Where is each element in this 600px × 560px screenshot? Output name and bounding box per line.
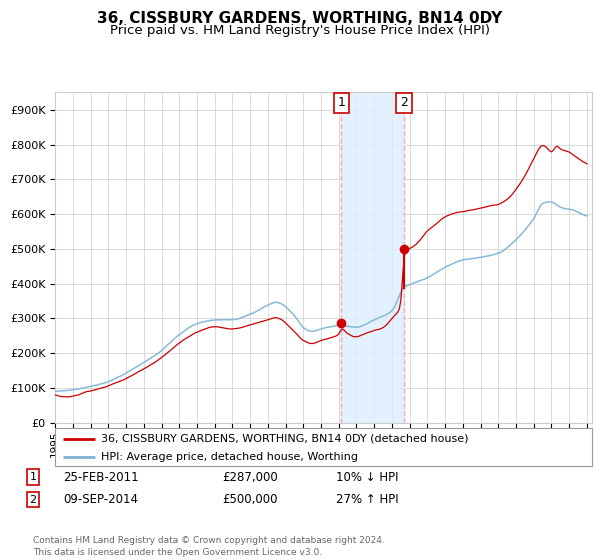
Text: £287,000: £287,000: [222, 470, 278, 484]
Text: 36, CISSBURY GARDENS, WORTHING, BN14 0DY (detached house): 36, CISSBURY GARDENS, WORTHING, BN14 0DY…: [101, 433, 469, 444]
Text: 2: 2: [400, 96, 408, 109]
Bar: [341, 92, 404, 423]
Text: 2: 2: [29, 494, 37, 505]
Text: HPI: Average price, detached house, Worthing: HPI: Average price, detached house, Wort…: [101, 452, 358, 462]
Text: Contains HM Land Registry data © Crown copyright and database right 2024.
This d: Contains HM Land Registry data © Crown c…: [33, 536, 385, 557]
Text: 10% ↓ HPI: 10% ↓ HPI: [336, 470, 398, 484]
Text: 1: 1: [337, 96, 346, 109]
Text: £500,000: £500,000: [222, 493, 277, 506]
Text: 1: 1: [29, 472, 37, 482]
Text: 25-FEB-2011: 25-FEB-2011: [63, 470, 139, 484]
Text: 36, CISSBURY GARDENS, WORTHING, BN14 0DY: 36, CISSBURY GARDENS, WORTHING, BN14 0DY: [97, 11, 503, 26]
Text: 09-SEP-2014: 09-SEP-2014: [63, 493, 138, 506]
Text: Price paid vs. HM Land Registry's House Price Index (HPI): Price paid vs. HM Land Registry's House …: [110, 24, 490, 36]
Text: 27% ↑ HPI: 27% ↑ HPI: [336, 493, 398, 506]
